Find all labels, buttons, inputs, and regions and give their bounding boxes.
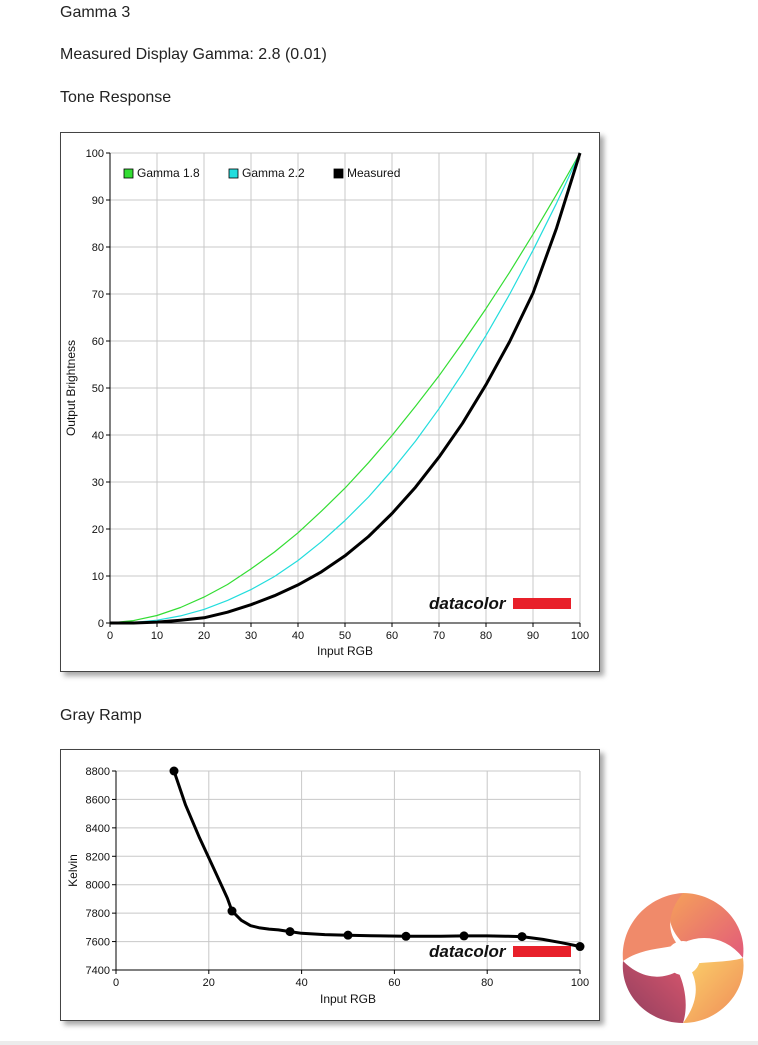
- y-tick-label: 8000: [86, 880, 110, 892]
- y-tick-label: 8800: [86, 766, 110, 778]
- kelvin-point: [517, 932, 527, 942]
- y-tick-label: 20: [92, 524, 104, 536]
- x-tick-label: 50: [339, 630, 351, 642]
- x-tick-label: 90: [527, 630, 539, 642]
- kelvin-curve: [172, 770, 581, 948]
- legend-swatch: [333, 168, 344, 179]
- series-line-gamma-2-2: [109, 152, 581, 624]
- tone-response-chart: 0 10 20 30 40 50 60 70 80 90 100 0 10 20 30 40 50 60 70 80 9…: [64, 148, 589, 658]
- datacolor-watermark: datacolor: [429, 942, 571, 961]
- site-logo: [622, 893, 744, 1023]
- kelvin-point: [459, 931, 469, 941]
- y-tick-label: 8200: [86, 851, 110, 863]
- datacolor-wordmark: datacolor: [429, 594, 507, 613]
- datacolor-wordmark: datacolor: [429, 942, 507, 961]
- y-tick-label: 30: [92, 477, 104, 489]
- datacolor-bar: [513, 598, 571, 609]
- y-tick-label: 10: [92, 571, 104, 583]
- y-tick-label: 7600: [86, 937, 110, 949]
- y-tick-label: 0: [98, 618, 104, 630]
- x-tick-label: 100: [571, 977, 589, 989]
- y-tick-label: 70: [92, 289, 104, 301]
- x-tick-label: 10: [151, 630, 163, 642]
- x-tick-label: 20: [198, 630, 210, 642]
- legend-item: Measured: [333, 166, 400, 180]
- x-tick-label: 60: [386, 630, 398, 642]
- legend-item: Gamma 2.2: [228, 166, 305, 180]
- kelvin-point: [169, 766, 179, 776]
- x-tick-label: 80: [481, 977, 493, 989]
- y-tick-label: 8400: [86, 823, 110, 835]
- y-axis-label: Output Brightness: [64, 340, 78, 436]
- x-tick-label: 40: [292, 630, 304, 642]
- datacolor-watermark: datacolor: [429, 594, 571, 613]
- x-axis-label: Input RGB: [320, 992, 376, 1006]
- kelvin-point: [401, 931, 411, 941]
- y-axis-label: Kelvin: [66, 854, 80, 887]
- measured-gamma-heading: Measured Display Gamma: 2.8 (0.01): [60, 46, 327, 63]
- x-tick-label: 60: [388, 977, 400, 989]
- kelvin-point: [575, 942, 585, 952]
- legend-label: Measured: [347, 166, 400, 180]
- legend-label: Gamma 1.8: [137, 166, 200, 180]
- x-axis-label: Input RGB: [317, 644, 373, 658]
- tone-response-heading: Tone Response: [60, 89, 172, 106]
- y-tick-label: 100: [86, 148, 104, 160]
- y-tick-label: 40: [92, 430, 104, 442]
- kelvin-point: [343, 930, 353, 940]
- x-tick-label: 80: [480, 630, 492, 642]
- x-tick-label: 100: [571, 630, 589, 642]
- datacolor-bar: [513, 946, 571, 957]
- display-mode-heading: Gamma 3: [60, 4, 131, 21]
- bottom-rule: [0, 1041, 758, 1045]
- y-tick-label: 50: [92, 383, 104, 395]
- x-tick-label: 30: [245, 630, 257, 642]
- kelvin-point: [227, 906, 237, 916]
- gray-ramp-chart: 0 20 40 60 80 100 7400 7600 7800 8000 8200 8400 8600…: [66, 766, 589, 1006]
- legend-item: Gamma 1.8: [123, 166, 200, 180]
- y-tick-label: 7400: [86, 965, 110, 977]
- x-tick-label: 0: [107, 630, 113, 642]
- x-tick-label: 20: [203, 977, 215, 989]
- x-tick-label: 40: [295, 977, 307, 989]
- y-tick-label: 90: [92, 195, 104, 207]
- legend-swatch: [228, 168, 239, 179]
- series-line-gamma-1-8: [109, 152, 581, 624]
- tone-response-panel: 0 10 20 30 40 50 60 70 80 90 100 0 10 20 30 40 50 60 70 80 9…: [60, 132, 600, 672]
- legend-swatch: [123, 168, 134, 179]
- legend-label: Gamma 2.2: [242, 166, 305, 180]
- y-tick-label: 60: [92, 336, 104, 348]
- kelvin-point: [285, 927, 295, 937]
- series-line-measured: [110, 152, 582, 625]
- x-tick-label: 0: [113, 977, 119, 989]
- gray-ramp-heading: Gray Ramp: [60, 707, 142, 724]
- gray-ramp-panel: 0 20 40 60 80 100 7400 7600 7800 8000 8200 8400 8600…: [60, 749, 600, 1021]
- y-tick-label: 8600: [86, 794, 110, 806]
- x-tick-label: 70: [433, 630, 445, 642]
- y-tick-label: 7800: [86, 908, 110, 920]
- y-tick-label: 80: [92, 242, 104, 254]
